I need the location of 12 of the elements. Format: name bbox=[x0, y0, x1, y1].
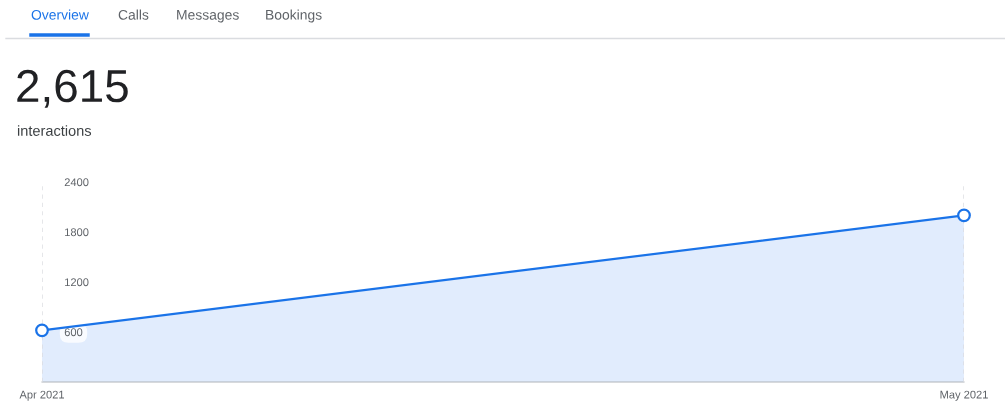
y-tick-label: 1800 bbox=[65, 228, 89, 237]
x-tick-label: Apr 2021 bbox=[19, 390, 65, 401]
y-tick-label: 2400 bbox=[64, 178, 89, 187]
text: Bookings bbox=[266, 9, 322, 23]
x-tick-label: May 2021 bbox=[940, 390, 988, 401]
y-tick-label: 600 bbox=[64, 328, 83, 337]
chart-title: 2,615 bbox=[17, 69, 128, 108]
text: Calls bbox=[118, 9, 149, 20]
text: Overview bbox=[31, 9, 89, 20]
y-tick-label: 1200 bbox=[65, 278, 89, 287]
text: Messages bbox=[177, 10, 239, 23]
chart-subtitle: interactions bbox=[17, 125, 92, 136]
